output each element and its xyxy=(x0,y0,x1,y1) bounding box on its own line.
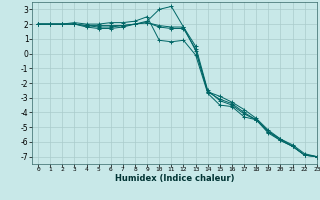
X-axis label: Humidex (Indice chaleur): Humidex (Indice chaleur) xyxy=(115,174,234,183)
